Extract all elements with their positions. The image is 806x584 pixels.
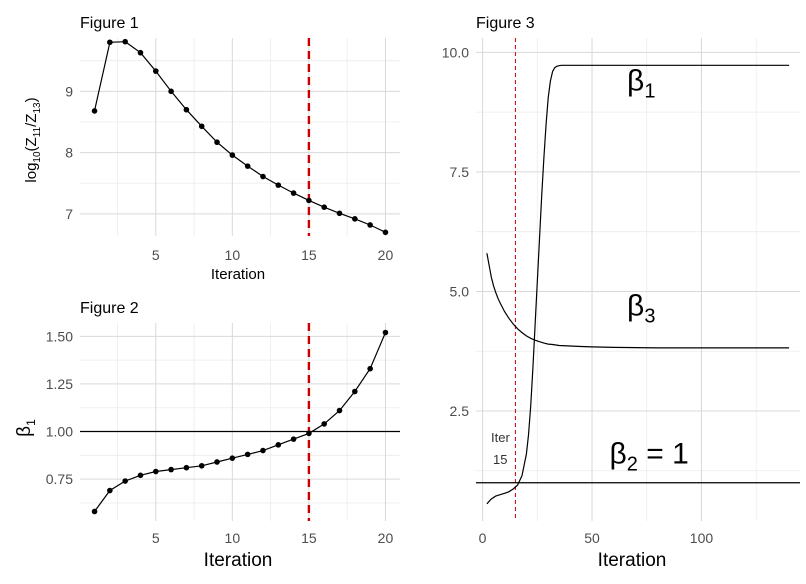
y-tick-label: 10.0 <box>442 44 469 60</box>
figure-1-series <box>91 38 389 236</box>
data-point <box>244 451 251 458</box>
data-point <box>229 152 236 158</box>
figure-1-x-axis-label: Iteration <box>211 266 265 283</box>
data-point <box>152 468 159 475</box>
data-point <box>306 197 312 204</box>
x-tick-label: 20 <box>378 247 394 263</box>
figure-2-series <box>91 329 389 515</box>
x-tick-label: 20 <box>378 530 394 546</box>
series-line-0 <box>486 64 790 505</box>
data-point <box>198 462 205 469</box>
figure-1-x-ticks: 5 10 15 20 <box>152 247 394 263</box>
figure-2-title: Figure 2 <box>80 300 139 317</box>
figure-3-annotation-15: 15 <box>493 452 507 467</box>
series-line-0 <box>94 332 387 512</box>
y-tick-label: 2.5 <box>450 403 470 419</box>
figure-2-x-axis-label: Iteration <box>204 550 273 571</box>
data-point <box>260 447 266 454</box>
data-point <box>91 508 98 515</box>
data-point <box>367 365 373 372</box>
data-point <box>352 388 358 395</box>
figure-3-series <box>476 64 800 505</box>
figure-3-y-ticks: 2.5 5.0 7.5 10.0 <box>442 44 469 419</box>
series-line-0 <box>93 41 386 233</box>
figure-1-panel: Figure 1 5 10 15 20 7 8 9 Iteration log10(Z11… <box>23 15 400 283</box>
data-point <box>198 123 205 130</box>
y-tick-label: 7.5 <box>450 164 470 180</box>
figure-3-x-ticks: 0 50 100 <box>479 530 714 546</box>
data-point <box>275 442 282 448</box>
y-tick-label: 1.50 <box>46 328 73 344</box>
figure-3-title: Figure 3 <box>476 15 535 32</box>
figure-2-y-axis-label: β1 <box>14 419 38 437</box>
y-tick-label: 5.0 <box>450 283 470 299</box>
y-tick-label: 0.75 <box>46 471 73 487</box>
data-point <box>137 472 144 479</box>
data-point <box>382 329 389 336</box>
figure-1-grid <box>80 38 400 236</box>
data-point <box>214 139 220 146</box>
x-tick-label: 10 <box>225 530 241 546</box>
series-label-2: β2 = 1 <box>610 438 689 476</box>
x-tick-label: 5 <box>152 247 160 263</box>
x-tick-label: 5 <box>152 530 160 546</box>
data-point <box>183 464 190 471</box>
series-label-0: β1 <box>627 65 655 103</box>
data-point <box>290 190 297 196</box>
y-tick-label: 9 <box>65 83 73 99</box>
data-point <box>229 455 236 461</box>
figure-2-panel: Figure 2 5 10 15 20 0.75 1.00 1.25 1.50 Iterat… <box>14 300 400 571</box>
figure-2-reference-lines <box>80 323 400 521</box>
figure-2-x-ticks: 5 10 15 20 <box>152 530 394 546</box>
data-point <box>382 229 389 236</box>
y-tick-label: 1.25 <box>46 376 73 392</box>
figure-1-y-ticks: 7 8 9 <box>65 83 73 222</box>
data-point <box>168 466 174 473</box>
series-line-1 <box>486 253 790 349</box>
figure-1-y-axis-label: log10(Z11/Z13) <box>23 97 43 182</box>
data-point <box>367 222 373 228</box>
x-tick-label: 15 <box>301 530 317 546</box>
figure-1-title: Figure 1 <box>80 15 139 32</box>
data-point <box>137 49 144 56</box>
figure-3-x-axis-label: Iteration <box>598 550 667 571</box>
y-tick-label: 1.00 <box>46 424 73 440</box>
data-point <box>275 182 282 188</box>
data-point <box>122 38 128 45</box>
data-point <box>321 204 328 210</box>
figure-2-grid <box>80 323 400 521</box>
data-point <box>183 106 190 113</box>
x-tick-label: 10 <box>225 247 241 263</box>
data-point <box>352 216 358 222</box>
x-tick-label: 15 <box>301 247 317 263</box>
data-point <box>306 430 312 437</box>
figure-3-grid <box>476 38 800 521</box>
data-point <box>290 436 297 442</box>
data-point <box>244 163 251 169</box>
figure-3-annotation-iter: Iter <box>491 430 510 445</box>
data-point <box>336 407 343 414</box>
x-tick-label: 100 <box>690 530 714 546</box>
data-point <box>122 478 128 484</box>
data-point <box>168 88 174 95</box>
series-label-1: β3 <box>627 289 655 327</box>
data-point <box>107 487 113 494</box>
y-tick-label: 7 <box>65 206 73 222</box>
data-point <box>214 459 220 465</box>
figure-2-y-ticks: 0.75 1.00 1.25 1.50 <box>46 328 73 487</box>
x-tick-label: 50 <box>584 530 600 546</box>
data-point <box>152 68 159 74</box>
y-tick-label: 8 <box>65 145 73 161</box>
data-point <box>321 421 328 427</box>
data-point <box>336 210 343 217</box>
data-point <box>260 173 266 180</box>
data-point <box>91 108 98 114</box>
figure-3-panel: Figure 3 0 50 100 2.5 5.0 7.5 10.0 β1 β3 β2 = 1… <box>442 15 800 571</box>
data-point <box>107 39 113 46</box>
x-tick-label: 0 <box>479 530 487 546</box>
figure-3-series-labels: β1 β3 β2 = 1 <box>610 65 689 476</box>
